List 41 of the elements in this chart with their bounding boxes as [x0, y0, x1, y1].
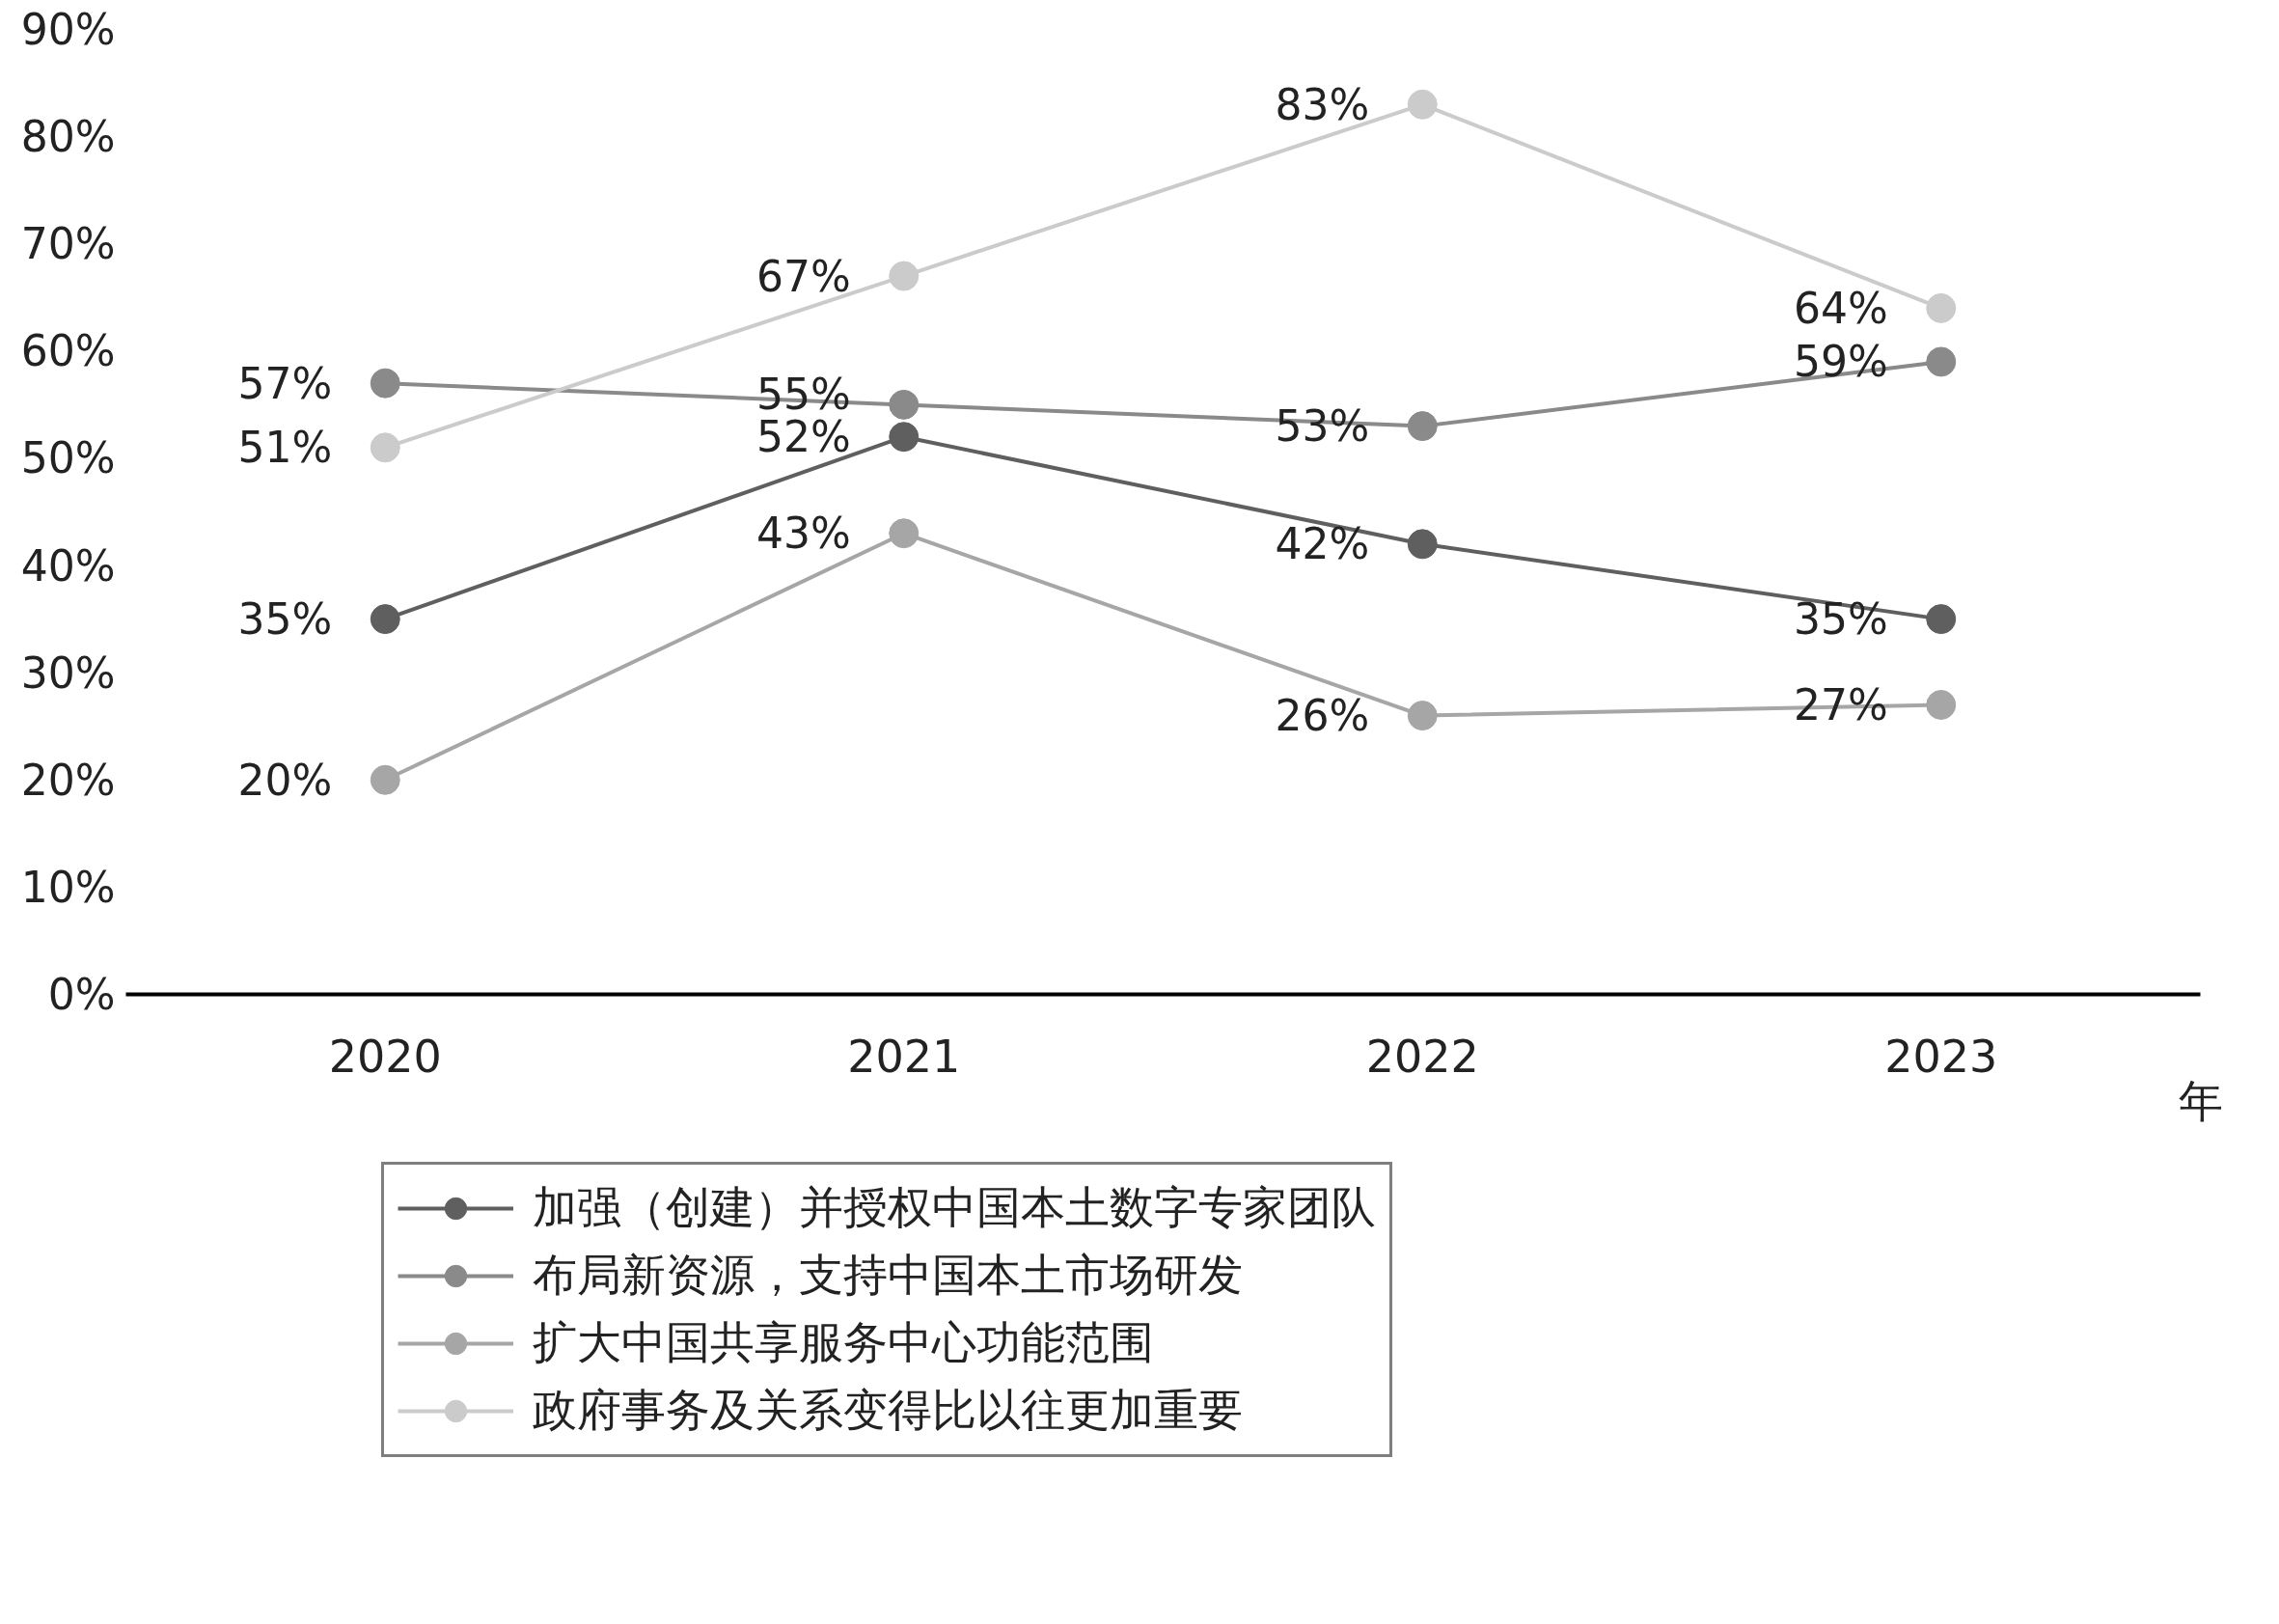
legend-label: 政府事务及关系变得比以往更加重要	[533, 1383, 1243, 1438]
data-label: 53%	[1275, 401, 1370, 452]
x-tick-label: 2023	[1884, 1030, 1998, 1083]
data-label: 57%	[237, 358, 333, 408]
y-tick-label: 90%	[20, 5, 116, 54]
y-tick-label: 40%	[20, 540, 116, 591]
data-label: 42%	[1275, 519, 1370, 569]
data-label: 35%	[237, 594, 333, 645]
data-label: 67%	[755, 251, 851, 301]
x-axis-title: 年	[2178, 1074, 2223, 1127]
point	[370, 764, 400, 795]
x-tick-label: 2020	[328, 1030, 442, 1083]
x-tick-label: 2022	[1365, 1030, 1479, 1083]
data-label: 20%	[237, 755, 333, 805]
y-tick-label: 60%	[20, 326, 116, 376]
point	[1926, 292, 1957, 323]
data-label: 59%	[1793, 337, 1888, 387]
y-tick-label: 10%	[20, 862, 116, 912]
y-tick-label: 70%	[20, 219, 116, 269]
legend-label: 加强（创建）并授权中国本土数字专家团队	[533, 1180, 1376, 1235]
point	[370, 604, 400, 635]
y-tick-label: 0%	[47, 970, 116, 1019]
legend-label: 布局新资源，支持中国本土市场研发	[533, 1248, 1243, 1303]
data-label: 43%	[755, 509, 851, 559]
y-tick-label: 50%	[20, 433, 116, 483]
data-label: 35%	[1793, 594, 1888, 645]
y-tick-label: 80%	[20, 112, 116, 162]
data-label: 51%	[237, 423, 333, 473]
data-label: 26%	[1275, 691, 1370, 741]
point	[1926, 604, 1957, 635]
data-label: 64%	[1793, 283, 1888, 333]
legend-label: 扩大中国共享服务中心功能范围	[533, 1315, 1154, 1370]
data-label: 83%	[1275, 79, 1370, 129]
data-label: 27%	[1793, 680, 1888, 729]
point	[1926, 690, 1957, 720]
point	[370, 432, 400, 463]
point	[1926, 346, 1957, 377]
point	[370, 368, 400, 399]
y-tick-label: 30%	[20, 647, 116, 698]
x-tick-label: 2021	[847, 1030, 961, 1083]
y-tick-label: 20%	[20, 755, 116, 805]
